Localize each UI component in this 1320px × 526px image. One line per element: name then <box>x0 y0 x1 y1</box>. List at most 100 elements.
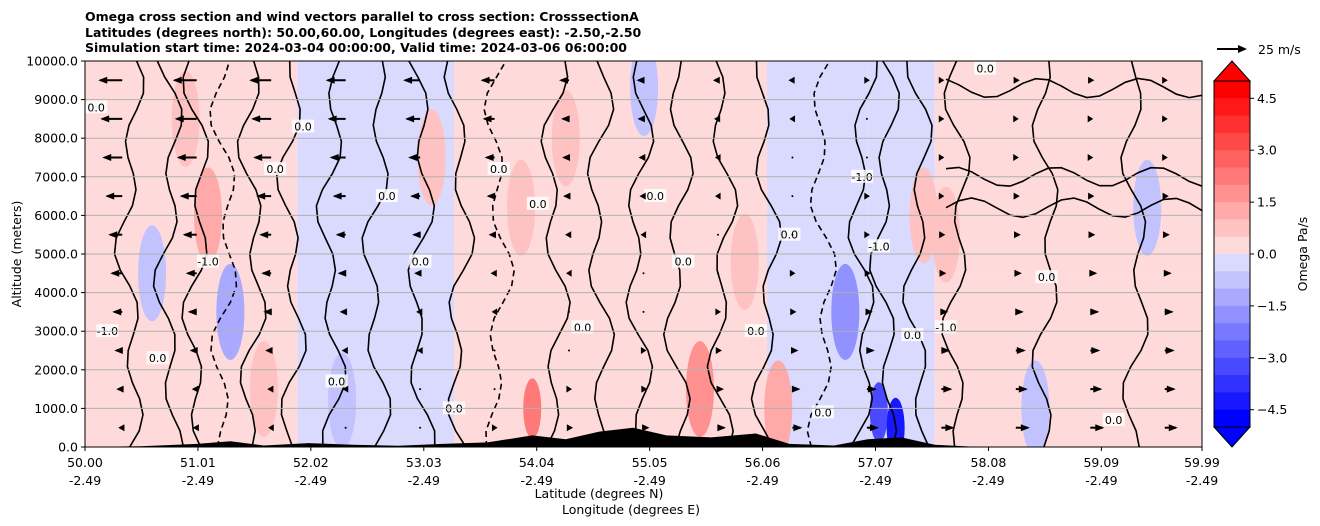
wind-arrow-6-4 <box>416 308 423 316</box>
contour-label-bg-10 <box>487 162 510 176</box>
wind-arrow-5-3 <box>337 269 347 277</box>
contour-label-3: -1.0 <box>197 256 218 269</box>
wind-arrow-9-1 <box>192 424 199 432</box>
wind-arrow-0-4 <box>403 76 421 84</box>
wind-head <box>417 347 423 354</box>
wind-head <box>98 76 108 84</box>
wind-arrow-0-5 <box>480 76 495 84</box>
wind-arrow-7-3 <box>341 347 348 354</box>
x-tick-lat-label-4: 54.04 <box>519 455 555 470</box>
x-tick-lon-label-7: -2.49 <box>859 473 891 488</box>
terrain <box>85 427 1202 447</box>
wind-head <box>251 115 261 123</box>
x-axis-label-lon: Longitude (degrees E) <box>562 502 700 517</box>
contour-label-bg-21 <box>934 320 957 334</box>
contour-label-bg-8 <box>409 254 432 268</box>
wind-arrow-7-0 <box>114 347 123 354</box>
wind-arrow-5-4 <box>414 269 422 277</box>
wind-head <box>491 308 498 316</box>
wind-dot <box>865 117 868 120</box>
contour-label-bg-24 <box>1102 412 1125 426</box>
wind-head <box>408 154 418 161</box>
wind-head <box>259 231 269 239</box>
wind-arrow-1-0 <box>100 115 123 123</box>
omega-cell-11 <box>831 263 860 360</box>
wind-head <box>1088 192 1095 200</box>
wind-arrow-9-12 <box>1015 424 1030 432</box>
wind-arrow-7-7 <box>640 347 647 354</box>
wind-head <box>864 231 870 239</box>
x-tick-lat-label-5: 55.05 <box>632 455 668 470</box>
axes: 0.0 1000.0 2000.0 3000.0 4000.0 5000.0 6000.0 7… <box>26 54 1220 489</box>
wind-arrow-4-2 <box>259 231 272 239</box>
wind-arrow-4-13 <box>1088 231 1096 239</box>
wind-arrow-1-3 <box>327 115 346 123</box>
wind-dot <box>716 233 719 236</box>
wind-arrow-1-1 <box>174 115 197 123</box>
wind-head <box>715 347 722 354</box>
wind-arrow-4-6 <box>565 231 572 239</box>
wind-head <box>713 115 721 123</box>
wind-arrow-3-8 <box>714 192 721 200</box>
wind-arrow-9-5 <box>491 424 498 432</box>
colorbar-segment-17 <box>1214 375 1250 393</box>
contour-label-5: 0.0 <box>294 121 312 134</box>
wind-arrow-8-10 <box>866 385 877 393</box>
wind-head <box>1162 192 1169 200</box>
wind-head <box>1162 115 1168 123</box>
quiver-key: 25 m/s <box>1217 42 1301 57</box>
colorbar-segment-9 <box>1214 236 1250 255</box>
wind-arrow-5-7 <box>642 272 645 275</box>
contour-label-bg-2 <box>146 351 169 365</box>
x-tick-lon-label-9: -2.49 <box>1085 473 1117 488</box>
wind-arrow-3-9 <box>791 195 794 198</box>
quiver-key-arrowhead <box>1238 45 1247 53</box>
wind-arrow-0-6 <box>559 76 570 84</box>
wind-head <box>263 308 272 316</box>
contour-label-bg-14 <box>672 254 695 268</box>
y-tick-label-1: 1000.0 <box>34 401 78 416</box>
contour-label-22: 0.0 <box>976 63 994 76</box>
colorbar-tick-label-3: 0.0 <box>1257 247 1277 262</box>
wind-head <box>940 308 949 316</box>
colorbar-segment-15 <box>1214 340 1250 359</box>
wind-head <box>562 154 571 161</box>
colorbar-segment-3 <box>1214 132 1250 151</box>
wind-head <box>1020 424 1030 432</box>
wind-arrow-9-9 <box>792 424 803 432</box>
wind-vectors <box>98 76 1178 432</box>
wind-head <box>480 76 490 84</box>
wind-head <box>717 424 726 432</box>
wind-head <box>565 231 572 239</box>
wind-arrow-8-11 <box>941 385 953 393</box>
wind-arrow-6-2 <box>263 308 272 316</box>
wind-arrow-6-13 <box>1090 308 1100 316</box>
wind-arrow-5-12 <box>1014 269 1022 277</box>
wind-head <box>114 347 123 354</box>
wind-head <box>1164 308 1174 316</box>
wind-dot <box>791 156 794 159</box>
wind-arrow-7-13 <box>1090 347 1101 354</box>
wind-arrow-1-13 <box>1087 115 1094 123</box>
contour-label-12: 0.0 <box>574 321 592 334</box>
omega-cell-3 <box>138 225 167 322</box>
wind-arrow-3-14 <box>1162 192 1169 200</box>
wind-head <box>712 76 720 84</box>
wind-head <box>268 424 274 432</box>
wind-dot <box>419 426 422 429</box>
wind-head <box>637 115 645 123</box>
wind-arrow-7-4 <box>417 347 423 354</box>
wind-arrow-0-7 <box>636 76 645 84</box>
wind-arrow-6-0 <box>112 308 123 316</box>
wind-arrow-1-6 <box>561 115 570 123</box>
wind-arrow-1-2 <box>251 115 272 123</box>
wind-arrow-1-8 <box>713 115 721 123</box>
wind-head <box>559 76 569 84</box>
wind-head <box>866 347 875 354</box>
colorbar-segment-5 <box>1214 167 1250 186</box>
wind-arrow-3-6 <box>563 192 571 200</box>
y-tick-label-9: 9000.0 <box>34 92 78 107</box>
wind-arrow-7-5 <box>493 349 496 352</box>
wind-head <box>267 385 274 393</box>
x-tick-lat-label-2: 52.02 <box>293 455 329 470</box>
